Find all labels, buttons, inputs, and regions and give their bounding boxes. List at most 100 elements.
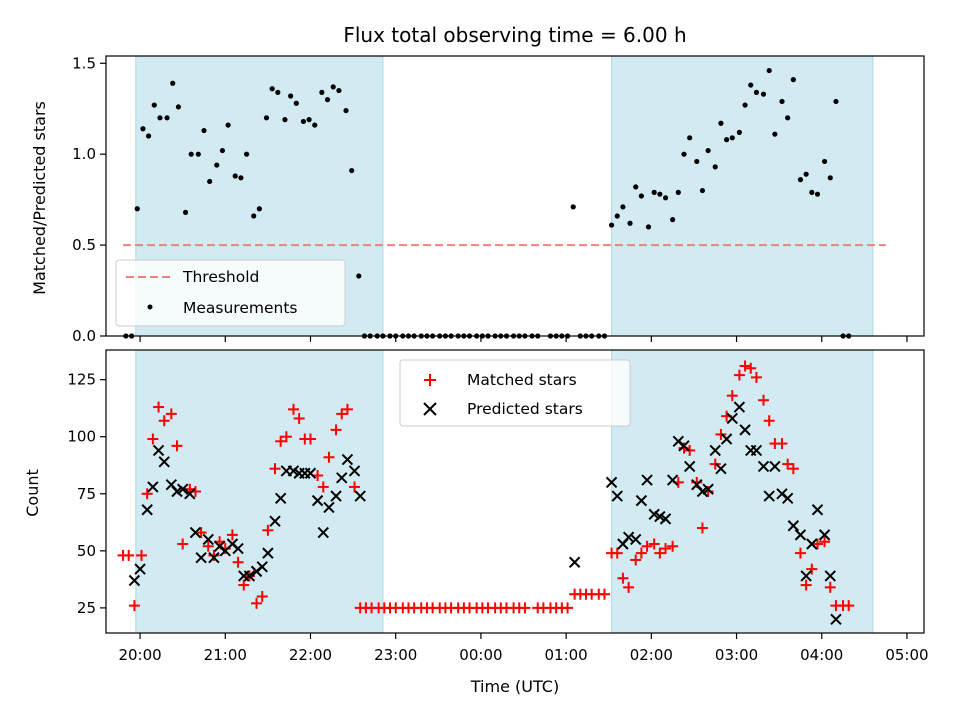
count-y-axis-label: Count — [23, 469, 42, 517]
predicted-star-point — [195, 551, 207, 564]
y-tick-label: 25 — [77, 599, 96, 617]
ratio-x-ticks — [139, 336, 908, 342]
matched-star-point — [269, 463, 281, 475]
matched-star-point — [811, 538, 823, 550]
predicted-star-point — [208, 551, 220, 564]
matched-star-point — [654, 547, 666, 559]
measurement-point — [790, 77, 796, 83]
predicted-star-point — [720, 433, 733, 445]
measurement-point — [140, 126, 146, 132]
x-tick-label: 01:00 — [545, 646, 588, 664]
predicted-star-point — [354, 490, 366, 502]
matched-star-point — [123, 549, 135, 561]
matched-star-point — [684, 444, 696, 456]
predicted-star-point — [262, 547, 274, 559]
matched-star-point — [165, 408, 177, 420]
measurement-point — [288, 93, 294, 99]
predicted-star-point — [683, 460, 696, 473]
predicted-star-point — [184, 488, 196, 500]
measurement-point — [712, 164, 718, 170]
y-tick-label: 125 — [67, 371, 96, 389]
measurement-point — [694, 158, 700, 165]
measurement-point — [614, 213, 620, 219]
matched-star-point — [293, 412, 305, 424]
predicted-star-point — [794, 529, 807, 541]
matched-star-point — [330, 424, 342, 436]
measurement-point — [330, 84, 336, 90]
matched-star-point — [667, 540, 679, 552]
x-tick-label: 20:00 — [118, 646, 161, 664]
predicted-star-point — [763, 490, 775, 502]
predicted-star-point — [317, 526, 329, 539]
measurement-point — [760, 91, 767, 97]
predicted-star-point — [256, 561, 268, 573]
measurement-point — [238, 175, 244, 181]
y-tick-label: 50 — [77, 542, 96, 560]
count-axes-frame — [105, 349, 925, 634]
measurement-point — [263, 115, 270, 121]
predicted-star-point — [568, 556, 581, 568]
measurement-point — [319, 89, 325, 95]
matched-star-point — [562, 602, 574, 614]
x-tick-label: 21:00 — [204, 646, 247, 664]
measurement-point — [753, 89, 760, 95]
matched-star-point — [733, 369, 745, 381]
measurement-point — [620, 204, 626, 210]
measurement-point — [282, 117, 288, 123]
predicted-star-point — [811, 504, 824, 516]
predicted-star-point — [702, 483, 714, 495]
matched-star-point — [623, 581, 635, 593]
predicted-star-point — [304, 467, 317, 479]
matched-star-point — [794, 547, 806, 559]
matched-star-point — [800, 579, 812, 591]
predicted-star-point — [739, 424, 751, 436]
matched-star-point — [232, 556, 244, 568]
matched-star-point — [696, 522, 708, 534]
predicted-star-point — [666, 474, 679, 486]
matched-star-point — [787, 463, 799, 475]
x-tick-label: 23:00 — [374, 646, 417, 664]
measurement-point — [269, 86, 275, 92]
predicted-star-point — [715, 462, 727, 475]
predicted-star-point — [678, 440, 690, 452]
matched-star-point — [726, 390, 738, 402]
measurement-point — [182, 209, 189, 215]
predicted-star-point — [341, 453, 354, 466]
predicted-star-point — [158, 456, 170, 468]
measurement-point — [718, 120, 724, 126]
measurement-point — [225, 122, 231, 128]
measurement-point — [201, 127, 207, 134]
x-axis-label: Time (UTC) — [470, 677, 559, 696]
y-tick-label: 75 — [77, 485, 96, 503]
y-tick-label: 1.0 — [72, 145, 96, 163]
measurement-point — [134, 206, 140, 212]
predicted-star-point — [128, 574, 141, 587]
measurement-point — [356, 273, 362, 279]
matched-star-point — [782, 458, 794, 470]
predicted-star-point — [630, 533, 642, 546]
measurement-point — [251, 213, 257, 219]
measurement-point — [151, 102, 157, 108]
matched-star-point — [341, 403, 353, 415]
predicted-star-point — [189, 526, 202, 539]
predicted-star-point — [176, 483, 189, 495]
matched-star-point — [158, 415, 170, 427]
measurement-point — [349, 167, 355, 174]
ratio-y-ticks: 0.0 0.5 1.0 1.5 — [72, 54, 106, 345]
predicted-star-point — [323, 501, 335, 514]
y-tick-label: 0.0 — [72, 327, 96, 345]
measurement-point — [214, 162, 220, 168]
predicted-star-point — [635, 494, 648, 507]
measurement-point — [170, 80, 176, 86]
measurement-point — [675, 189, 681, 195]
legend-predicted-label: Predicted stars — [467, 400, 583, 418]
matched-star-point — [262, 524, 274, 536]
predicted-star-point — [274, 492, 287, 505]
shaded-window-2 — [611, 55, 874, 337]
predicted-star-point — [202, 533, 214, 546]
measurement-point — [293, 100, 299, 106]
matched-star-point — [660, 543, 672, 555]
ratio-legend: Threshold Measurements — [115, 259, 346, 327]
measurement-point — [748, 82, 754, 88]
matched-star-point — [519, 602, 531, 614]
